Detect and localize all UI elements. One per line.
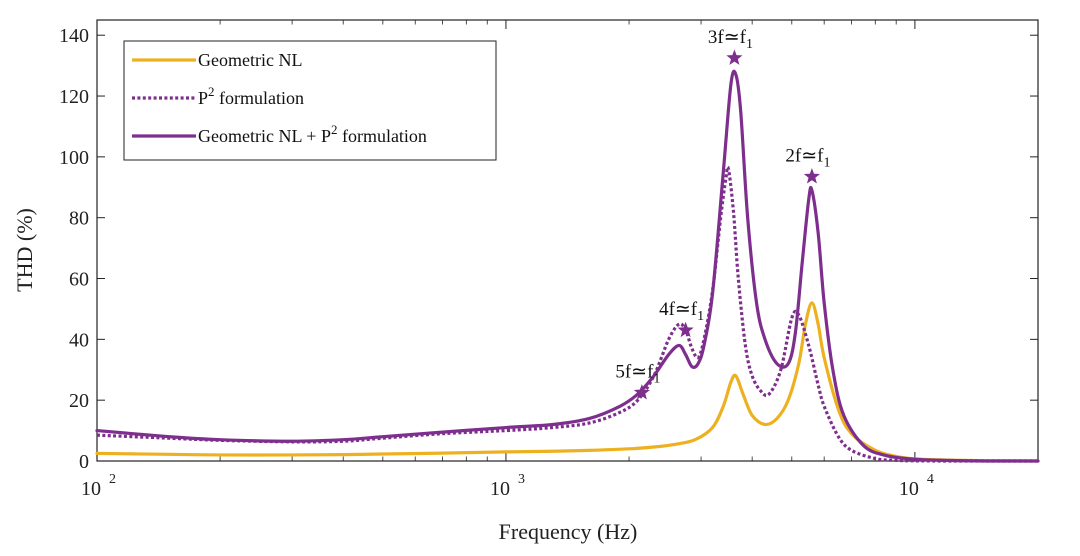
- y-tick-label: 40: [69, 329, 89, 351]
- y-tick-label: 0: [79, 451, 89, 473]
- y-tick-label: 120: [59, 86, 89, 108]
- y-tick-label: 60: [69, 269, 89, 291]
- series-line-2: [96, 165, 1038, 463]
- peak-annotation: 2f≃f1: [785, 146, 830, 171]
- legend-entry: Geometric NL: [198, 50, 302, 70]
- x-axis-label: Frequency (Hz): [499, 519, 638, 544]
- legend-entry: P2 formulation: [198, 84, 304, 108]
- series-line-3: [95, 69, 1040, 463]
- y-tick-label: 20: [69, 390, 89, 412]
- x-tick-exponent: 3: [518, 472, 525, 487]
- peak-annotation: 3f≃f1: [708, 27, 753, 52]
- x-tick-label: 10: [81, 478, 101, 500]
- peak-annotation: 5f≃f1: [615, 362, 660, 387]
- annotations: 5f≃f1 4f≃f1 3f≃f1 2f≃f1: [615, 27, 830, 400]
- peak-star-marker: [633, 384, 650, 400]
- x-tick-exponent: 2: [109, 472, 116, 487]
- x-tick-label: 10: [490, 478, 510, 500]
- peak-annotation: 4f≃f1: [659, 299, 704, 324]
- x-tick-label: 10: [899, 478, 919, 500]
- legend: Geometric NL P2 formulation Geometric NL +…: [123, 40, 497, 161]
- series-layer: [95, 69, 1040, 463]
- y-axis-label: THD (%): [12, 208, 37, 292]
- y-tick-label: 140: [59, 25, 89, 47]
- peak-star-marker: [677, 321, 694, 338]
- series-line-1: [95, 301, 1040, 463]
- legend-entry: Geometric NL + P2 formulation: [198, 122, 427, 146]
- peak-star-marker: [726, 49, 743, 65]
- y-tick-label: 100: [59, 147, 89, 169]
- plot-frame: [96, 19, 1039, 462]
- y-tick-label: 80: [69, 208, 89, 230]
- x-tick-exponent: 4: [927, 472, 934, 487]
- axes: 0 20 40 60 80 100 120 140 10 2 10 3 10 4: [59, 19, 1039, 500]
- peak-star-marker: [803, 168, 820, 184]
